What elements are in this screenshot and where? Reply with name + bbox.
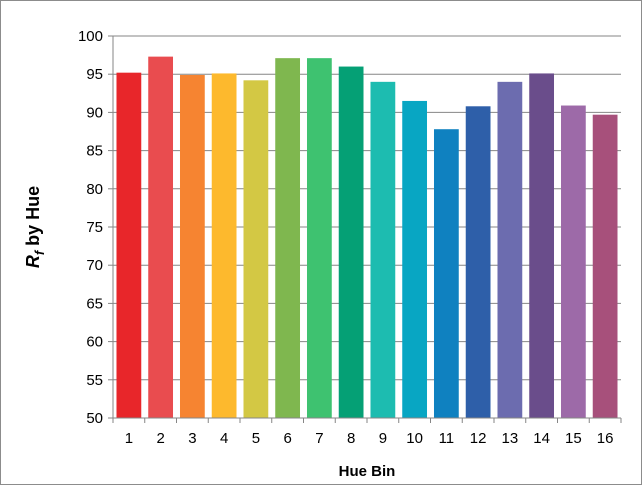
x-tick-label: 9 (379, 430, 387, 447)
y-tick-label: 100 (78, 28, 103, 45)
x-tick-label: 10 (406, 430, 423, 447)
bar-7 (306, 58, 332, 418)
bar-6 (275, 58, 301, 418)
bar-1 (116, 72, 142, 418)
y-axis-title: Rf by Hue (23, 186, 47, 268)
y-tick-label: 85 (86, 143, 103, 160)
y-tick-label: 70 (86, 257, 103, 274)
bar-16 (592, 114, 618, 418)
x-tick-label: 16 (597, 430, 614, 447)
y-tick-label: 50 (86, 410, 103, 427)
x-tick-label: 5 (252, 430, 260, 447)
bar-12 (465, 106, 491, 419)
y-tick-label: 55 (86, 372, 103, 389)
x-tick-label: 7 (315, 430, 323, 447)
y-axis-title-main: R (23, 255, 43, 268)
y-tick-label: 75 (86, 219, 103, 236)
x-tick-label: 2 (156, 430, 164, 447)
bar-3 (179, 74, 205, 419)
bar-8 (338, 66, 364, 418)
y-tick-label: 65 (86, 295, 103, 312)
bar-9 (370, 81, 396, 418)
y-axis-title-subscript: f (32, 249, 47, 255)
bar-5 (243, 80, 269, 418)
bar-13 (497, 81, 523, 418)
x-tick-label: 3 (188, 430, 196, 447)
y-tick-label: 95 (86, 66, 103, 83)
y-tick-labels: 50 55 60 65 70 75 80 85 90 95 100 (78, 28, 103, 427)
y-axis-title-rest: by Hue (23, 186, 43, 251)
bar-2 (148, 56, 174, 419)
x-tick-label: 1 (125, 430, 133, 447)
x-tick-label: 13 (502, 430, 519, 447)
x-tick-label: 11 (439, 430, 455, 447)
bar-15 (560, 105, 586, 419)
x-tick-label: 15 (565, 430, 582, 447)
y-tick-label: 90 (86, 104, 103, 121)
x-tick-label: 4 (220, 430, 228, 447)
bar-14 (529, 73, 555, 418)
bars (116, 56, 618, 419)
x-tick-labels: 1 2 3 4 5 6 7 8 9 10 11 12 13 14 15 16 (125, 430, 614, 447)
x-tick-label: 12 (470, 430, 487, 447)
bar-4 (211, 73, 237, 418)
x-axis-title: Hue Bin (339, 463, 396, 480)
axes (108, 35, 622, 423)
y-tick-label: 60 (86, 334, 103, 351)
x-tick-label: 6 (283, 430, 291, 447)
bar-11 (433, 129, 459, 418)
y-tick-label: 80 (86, 181, 103, 198)
bar-10 (402, 100, 428, 418)
x-tick-label: 14 (533, 430, 550, 447)
x-tick-label: 8 (347, 430, 355, 447)
